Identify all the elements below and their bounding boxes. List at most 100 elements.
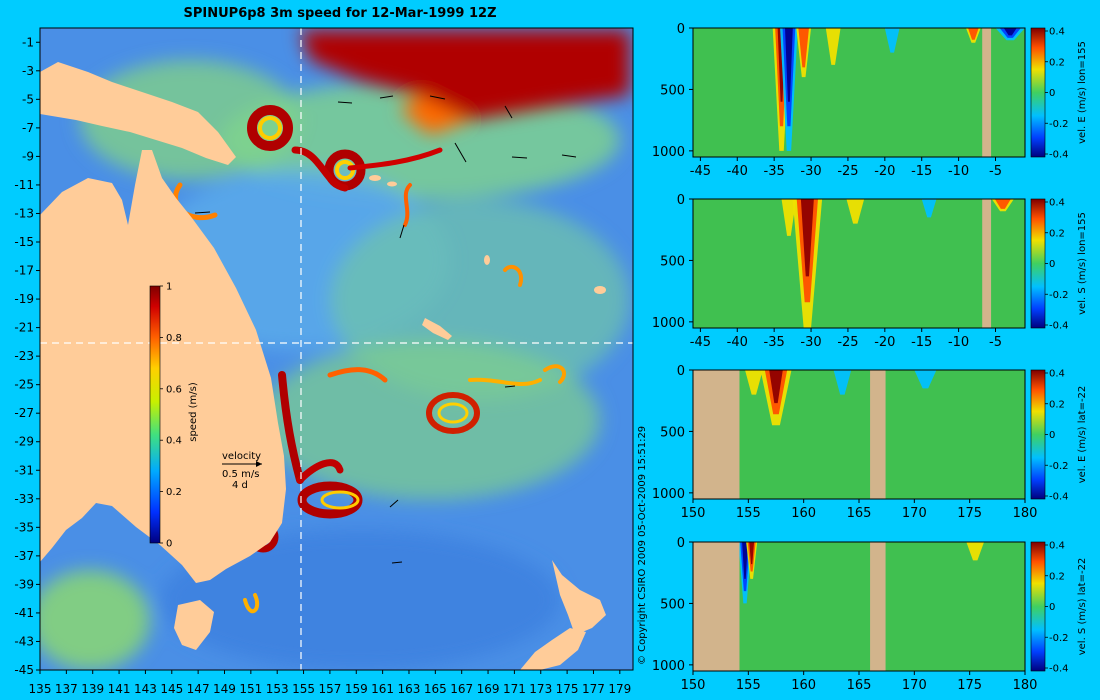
section-colorbar-tick-label: -0.4 [1049, 664, 1069, 675]
section-x-tick-label: -10 [948, 164, 969, 179]
section-land [693, 542, 740, 671]
speed-colorbar-tick-label: 0.4 [166, 436, 182, 447]
section-colorbar-tick-label: -0.2 [1049, 290, 1069, 301]
section-y-tick-label: 1000 [652, 145, 685, 160]
section-field [693, 199, 1025, 328]
section-colorbar-tick-label: 0.2 [1049, 57, 1065, 68]
section-colorbar-tick-label: -0.4 [1049, 150, 1069, 161]
section-colorbar-label: vel. S (m/s) lon=155 [1077, 212, 1088, 315]
section-colorbar-scale [1030, 27, 1046, 158]
australia-land [40, 150, 286, 583]
speed-map [40, 28, 633, 670]
new-guinea-land [40, 62, 236, 165]
map-y-tick-label: -13 [14, 206, 34, 220]
section-feature [884, 28, 900, 53]
section-land [693, 370, 740, 499]
map-y-tick-label: -11 [14, 178, 34, 192]
map-y-tick-label: -35 [14, 520, 34, 534]
speed-colorbar-scale [149, 285, 161, 544]
section-feature [914, 370, 937, 389]
section-x-tick-label: -15 [911, 164, 932, 179]
section-x-tick-label: -25 [837, 335, 858, 350]
section-frame [692, 27, 1026, 158]
section-feature [800, 199, 814, 277]
section-feature [825, 28, 841, 65]
section-x-tick-label: 160 [791, 678, 816, 693]
section-colorbar-tick-label: -0.2 [1049, 119, 1069, 130]
section-land [870, 542, 886, 671]
velocity-key-arrowhead [256, 461, 262, 467]
velocity-key-title: velocity [222, 451, 261, 462]
section-y-tick-label: 1000 [652, 659, 685, 674]
section-x-tick-label: 170 [902, 678, 927, 693]
section-x-tick-label: -25 [837, 164, 858, 179]
section-colorbar-tick-label: -0.4 [1049, 321, 1069, 332]
map-x-tick-label: 147 [187, 682, 210, 696]
map-x-tick-label: 155 [292, 682, 315, 696]
section-background [693, 370, 1025, 499]
map-x-tick-label: 163 [398, 682, 421, 696]
section-y-tick-label: 1000 [652, 316, 685, 331]
solomon-island [387, 181, 397, 187]
land-masses [40, 62, 606, 670]
map-y-tick-label: -21 [14, 321, 34, 335]
velocity-key-speed: 0.5 m/s [222, 469, 259, 480]
section-colorbar-tick-label: 0.2 [1049, 228, 1065, 239]
section-background [693, 28, 1025, 157]
section-feature [833, 370, 852, 395]
map-x-tick-label: 151 [239, 682, 262, 696]
section-feature [968, 28, 979, 40]
map-y-tick-label: -31 [14, 463, 34, 477]
velocity-arrows [194, 95, 577, 564]
new-caledonia-land [422, 318, 452, 340]
section-colorbar-scale [1030, 369, 1046, 500]
section-field [693, 370, 1025, 499]
section-background [693, 199, 1025, 328]
section-y-tick-label: 500 [660, 83, 685, 98]
section-x-tick-label: -15 [911, 335, 932, 350]
section-x-tick-label: -35 [764, 335, 785, 350]
north-jet-region [300, 30, 630, 135]
section-feature [781, 199, 797, 236]
map-x-tick-label: 169 [477, 682, 500, 696]
speed-colorbar-ticks: 0 0.2 0.4 0.6 0.8 1 [160, 282, 182, 550]
velocity-key: velocity 0.5 m/s 4 d [222, 451, 262, 491]
map-y-tick-label: -1 [22, 35, 34, 49]
section-colorbar-tick-label: 0.4 [1049, 27, 1065, 38]
section-colorbar-tick-label: 0.4 [1049, 198, 1065, 209]
section-x-tick-label: -35 [764, 164, 785, 179]
map-x-tick-label: 143 [134, 682, 157, 696]
section-y-tick-label: 500 [660, 597, 685, 612]
section-x-tick-label: 155 [736, 506, 761, 521]
section-feature [749, 542, 755, 565]
section-colorbar-tick-label: 0 [1049, 430, 1055, 441]
map-x-axis: 135 137 139 141 143 145 147 149 151 153 155 157 159 1… [29, 670, 631, 696]
new-zealand-north-land [552, 560, 606, 635]
speed-colorbar-tick-label: 1 [166, 282, 172, 293]
section-feature [745, 370, 763, 395]
section-colorbar-label: vel. E (m/s) lon=155 [1077, 41, 1088, 144]
section-feature [1003, 28, 1017, 36]
section-colorbar-tick-label: -0.2 [1049, 633, 1069, 644]
velocity-key-duration: 4 d [232, 480, 248, 491]
section-x-tick-label: 180 [1013, 678, 1038, 693]
section-colorbar-tick-label: 0.4 [1049, 369, 1065, 380]
section-colorbar-tick-label: 0.2 [1049, 571, 1065, 582]
map-y-tick-label: -3 [22, 64, 34, 78]
section-colorbar-label: vel. E (m/s) lat=-22 [1077, 386, 1088, 484]
section-colorbar-scale [1030, 541, 1046, 672]
section-x-tick-label: 165 [847, 678, 872, 693]
section-field [693, 542, 1025, 671]
section-land [982, 199, 992, 328]
map-x-tick-label: 145 [160, 682, 183, 696]
map-x-tick-label: 137 [55, 682, 78, 696]
section-y-tick-label: 500 [660, 254, 685, 269]
section-x-tick-label: -45 [690, 164, 711, 179]
new-zealand-south-land [520, 628, 586, 670]
solomon-island [369, 175, 381, 181]
map-x-tick-label: 165 [424, 682, 447, 696]
section-x-tick-label: -30 [800, 335, 821, 350]
section-colorbar-tick-label: 0.2 [1049, 399, 1065, 410]
section-x-tick-label: -30 [800, 164, 821, 179]
